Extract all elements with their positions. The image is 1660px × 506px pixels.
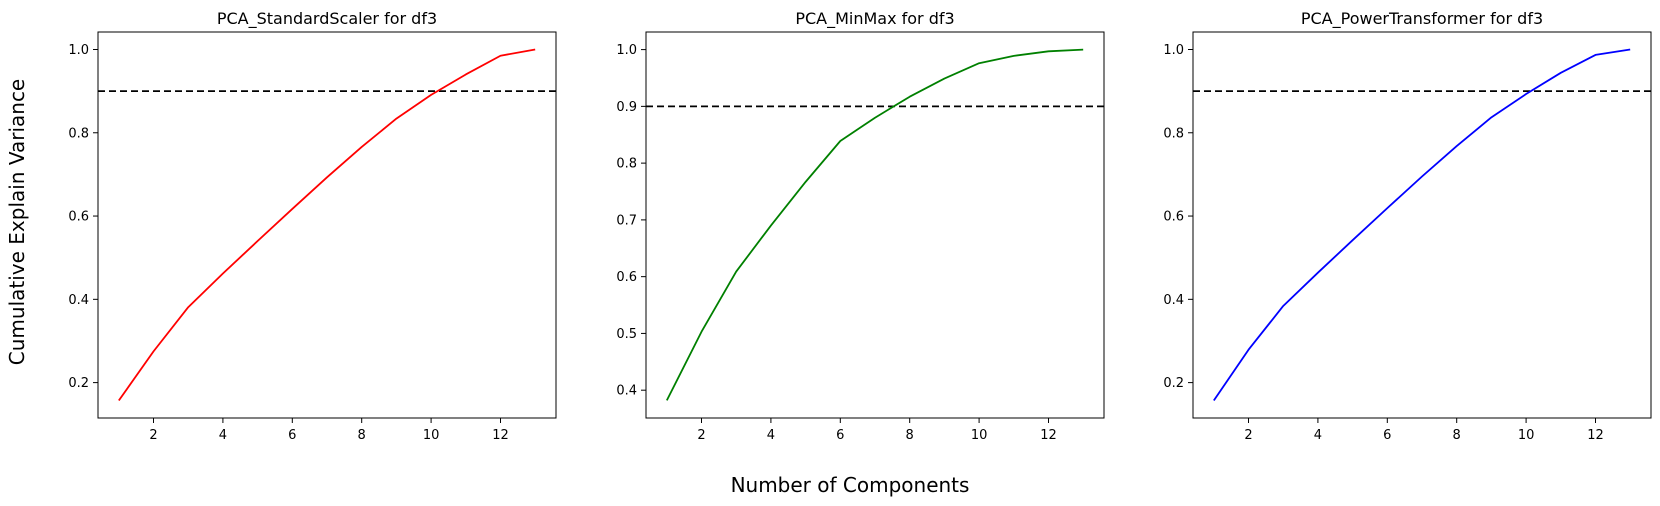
figure-ylabel: Cumulative Explain Variance bbox=[5, 79, 29, 365]
x-tick-label: 4 bbox=[219, 428, 227, 443]
y-tick-label: 0.4 bbox=[616, 384, 637, 399]
subplot-title: PCA_StandardScaler for df3 bbox=[217, 9, 437, 29]
series-line bbox=[666, 48, 1084, 401]
x-tick-label: 8 bbox=[1453, 428, 1461, 443]
x-tick-label: 2 bbox=[697, 428, 705, 443]
y-tick-label: 1.0 bbox=[68, 43, 89, 58]
axes-frame bbox=[645, 31, 1105, 419]
x-tick-label: 8 bbox=[906, 428, 914, 443]
y-tick-label: 0.8 bbox=[1163, 126, 1184, 141]
y-tick-label: 0.4 bbox=[68, 293, 89, 308]
y-tick-label: 0.6 bbox=[616, 270, 637, 285]
y-tick-label: 0.7 bbox=[616, 213, 637, 228]
series-line bbox=[1213, 48, 1631, 402]
x-tick-label: 10 bbox=[971, 428, 988, 443]
figure-xlabel: Number of Components bbox=[731, 473, 970, 497]
x-tick-label: 12 bbox=[1040, 428, 1057, 443]
x-tick-label: 4 bbox=[1314, 428, 1322, 443]
y-tick-label: 1.0 bbox=[616, 43, 637, 58]
x-tick-label: 4 bbox=[767, 428, 775, 443]
x-tick-label: 8 bbox=[358, 428, 366, 443]
subplot-title: PCA_MinMax for df3 bbox=[795, 9, 954, 29]
y-tick-label: 0.6 bbox=[1163, 210, 1184, 225]
x-tick-label: 2 bbox=[1244, 428, 1252, 443]
subplot-3: PCA_PowerTransformer for df3 2 4 6 8 10 12 0.2 0… bbox=[1163, 9, 1652, 443]
y-tick-label: 0.6 bbox=[68, 210, 89, 225]
y-tick-label: 0.5 bbox=[616, 327, 637, 342]
x-tick-label: 12 bbox=[1587, 428, 1604, 443]
x-tick-label: 10 bbox=[1518, 428, 1535, 443]
y-tick-label: 1.0 bbox=[1163, 43, 1184, 58]
series-line bbox=[118, 48, 536, 402]
subplot-1: PCA_StandardScaler for df3 2 4 6 8 10 12 0.2 0.4… bbox=[68, 9, 557, 443]
x-tick-label: 12 bbox=[492, 428, 509, 443]
y-tick-label: 0.2 bbox=[68, 376, 89, 391]
y-tick-label: 0.8 bbox=[68, 126, 89, 141]
x-tick-label: 2 bbox=[149, 428, 157, 443]
axes-frame bbox=[97, 31, 557, 419]
x-tick-label: 6 bbox=[836, 428, 844, 443]
x-tick-label: 10 bbox=[423, 428, 440, 443]
x-tick-label: 6 bbox=[1383, 428, 1391, 443]
x-tick-label: 6 bbox=[288, 428, 296, 443]
axes-frame bbox=[1192, 31, 1652, 419]
y-tick-label: 0.9 bbox=[616, 100, 637, 115]
subplot-2: PCA_MinMax for df3 2 4 6 8 10 12 0.4 0.5 0.6 0.7 0.… bbox=[616, 9, 1105, 443]
y-tick-label: 0.4 bbox=[1163, 293, 1184, 308]
y-tick-label: 0.2 bbox=[1163, 376, 1184, 391]
subplot-title: PCA_PowerTransformer for df3 bbox=[1301, 9, 1543, 29]
y-tick-label: 0.8 bbox=[616, 157, 637, 172]
